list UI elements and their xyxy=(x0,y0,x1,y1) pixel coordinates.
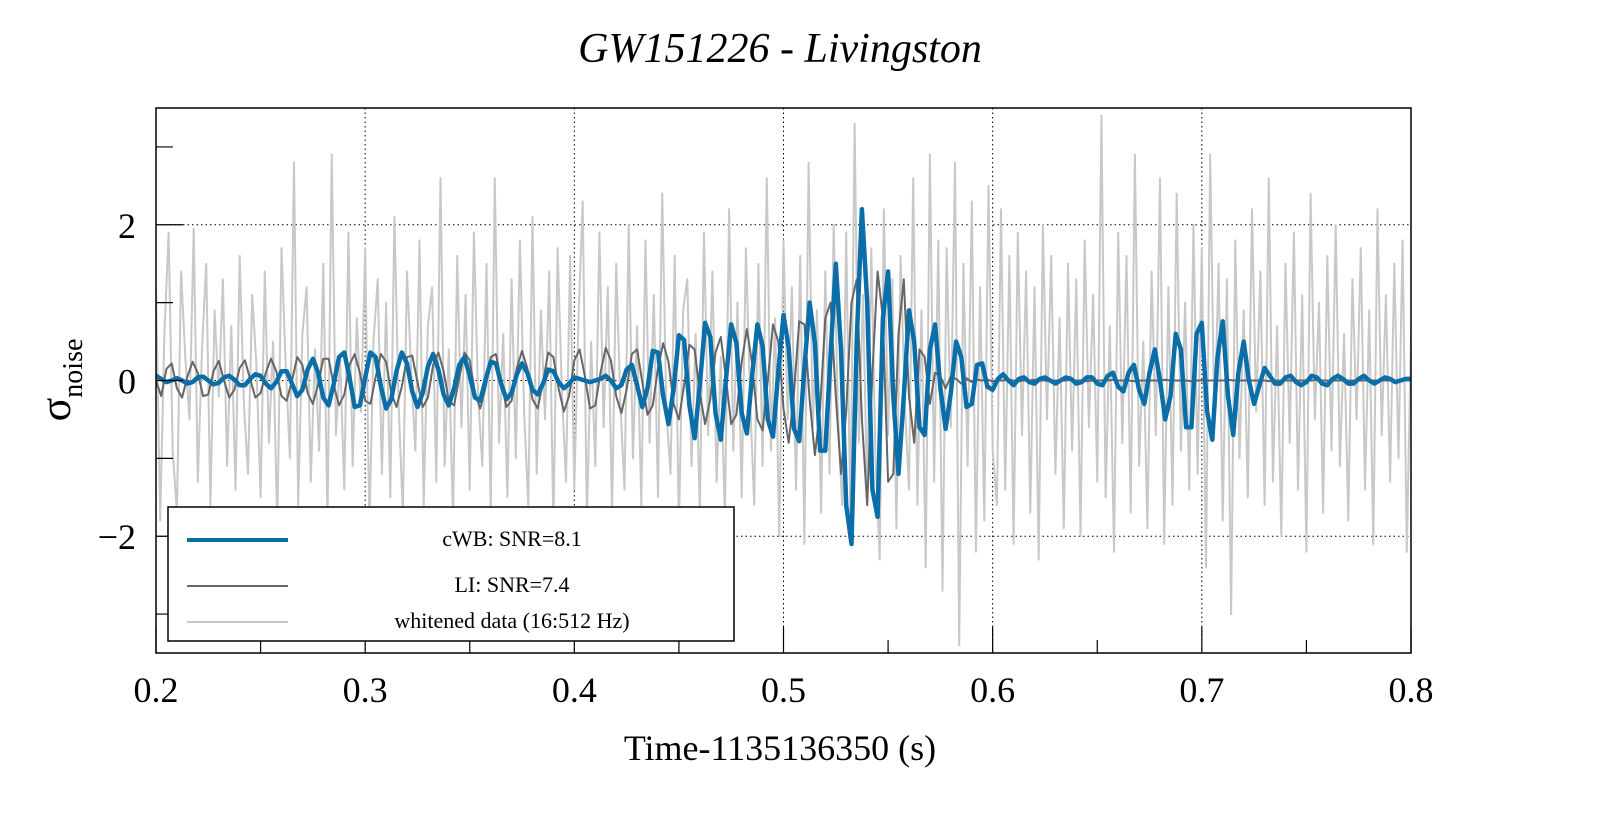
series-line xyxy=(156,114,1411,647)
y-tick-label: 0 xyxy=(118,362,136,402)
x-tick-label: 0.7 xyxy=(1179,670,1224,710)
series-whitened xyxy=(156,114,1411,647)
y-tick-labels: −2 0 2 xyxy=(98,206,136,557)
x-tick-label: 0.5 xyxy=(761,670,806,710)
chart-title: GW151226 - Livingston xyxy=(578,26,982,72)
legend-label-cwb: cWB: SNR=8.1 xyxy=(442,526,582,551)
x-axis-label: Time-1135136350 (s) xyxy=(624,728,936,768)
y-tick-label: 2 xyxy=(118,206,136,246)
y-tick-label: −2 xyxy=(98,517,136,557)
y-axis-label-symbol: σ xyxy=(31,397,80,421)
x-tick-label: 0.6 xyxy=(970,670,1015,710)
y-axis-label-subscript: noise xyxy=(58,339,89,398)
legend-box xyxy=(167,506,735,642)
x-tick-label: 0.8 xyxy=(1389,670,1434,710)
x-tick-label: 0.2 xyxy=(134,670,179,710)
x-tick-labels: 0.2 0.3 0.4 0.5 0.6 0.7 0.8 xyxy=(134,670,1434,710)
series-cwb xyxy=(156,206,1411,547)
legend-label-li: LI: SNR=7.4 xyxy=(454,572,569,597)
plot-frame xyxy=(155,107,1412,654)
series-line xyxy=(156,206,1411,547)
grid xyxy=(156,108,1411,653)
y-axis-label-text: σnoise xyxy=(31,339,89,422)
legend: cWB: SNR=8.1 LI: SNR=7.4 whitened data (… xyxy=(167,506,735,642)
y-axis-label: σnoise xyxy=(31,339,89,422)
legend-label-whitened: whitened data (16:512 Hz) xyxy=(394,608,629,633)
x-tick-label: 0.4 xyxy=(552,670,597,710)
series-layer xyxy=(156,114,1411,647)
x-tick-label: 0.3 xyxy=(343,670,388,710)
